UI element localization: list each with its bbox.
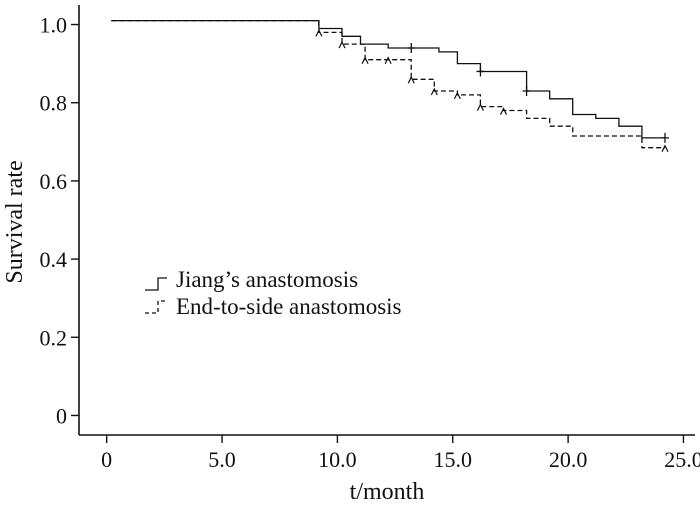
censor-mark	[661, 133, 669, 143]
x-tick-label: 25.0	[664, 447, 700, 472]
censor-mark	[339, 42, 345, 48]
y-tick-label: 0.2	[40, 325, 68, 350]
series-line-end-to-side	[111, 21, 665, 148]
x-axis-title: t/month	[350, 479, 425, 505]
series	[111, 21, 669, 152]
x-tick-label: 20.0	[549, 447, 588, 472]
ticks: 0 5.0 10.0 15.0 20.0 25.0 0 0.2 0.4 0.6 0.8 1.0	[40, 13, 700, 472]
censor-mark	[407, 43, 415, 53]
censor-mark	[431, 89, 437, 95]
axes	[79, 5, 695, 435]
censor-mark	[385, 58, 391, 64]
x-tick-label: 10.0	[318, 447, 357, 472]
legend-swatch-end-to-side	[145, 301, 167, 313]
x-tick-label: 15.0	[434, 447, 473, 472]
y-tick-label: 0.8	[40, 91, 68, 116]
censor-mark	[501, 109, 507, 115]
legend-swatch-jiang	[145, 278, 167, 290]
censor-mark	[362, 58, 368, 64]
censor-mark	[454, 93, 460, 99]
legend-label-jiang: Jiang’s anastomosis	[176, 267, 358, 292]
y-tick-label: 0.6	[40, 169, 68, 194]
x-tick-label: 5.0	[208, 447, 236, 472]
y-tick-label: 0.4	[40, 247, 68, 272]
censor-mark	[662, 146, 668, 152]
y-tick-label: 0	[56, 403, 67, 428]
legend: Jiang’s anastomosis End-to-side anastomo…	[145, 267, 402, 319]
censor-mark	[316, 30, 322, 36]
series-line-jiang	[111, 21, 665, 138]
censor-mark	[477, 105, 483, 111]
legend-label-end-to-side: End-to-side anastomosis	[176, 294, 402, 319]
x-tick-label: 0	[101, 447, 112, 472]
censor-mark	[408, 77, 414, 83]
censor-mark	[523, 86, 531, 96]
y-axis-title: Survival rate	[2, 160, 28, 283]
censor-mark	[476, 66, 484, 76]
y-tick-label: 1.0	[40, 13, 68, 38]
